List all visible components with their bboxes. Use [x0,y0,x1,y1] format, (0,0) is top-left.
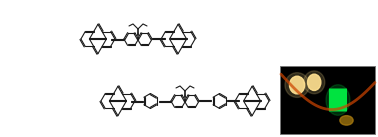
Ellipse shape [326,85,350,115]
FancyBboxPatch shape [280,66,375,134]
Ellipse shape [290,76,305,94]
Ellipse shape [304,71,325,94]
Ellipse shape [285,73,309,97]
Ellipse shape [340,116,353,125]
Ellipse shape [308,74,321,90]
FancyBboxPatch shape [329,89,347,112]
